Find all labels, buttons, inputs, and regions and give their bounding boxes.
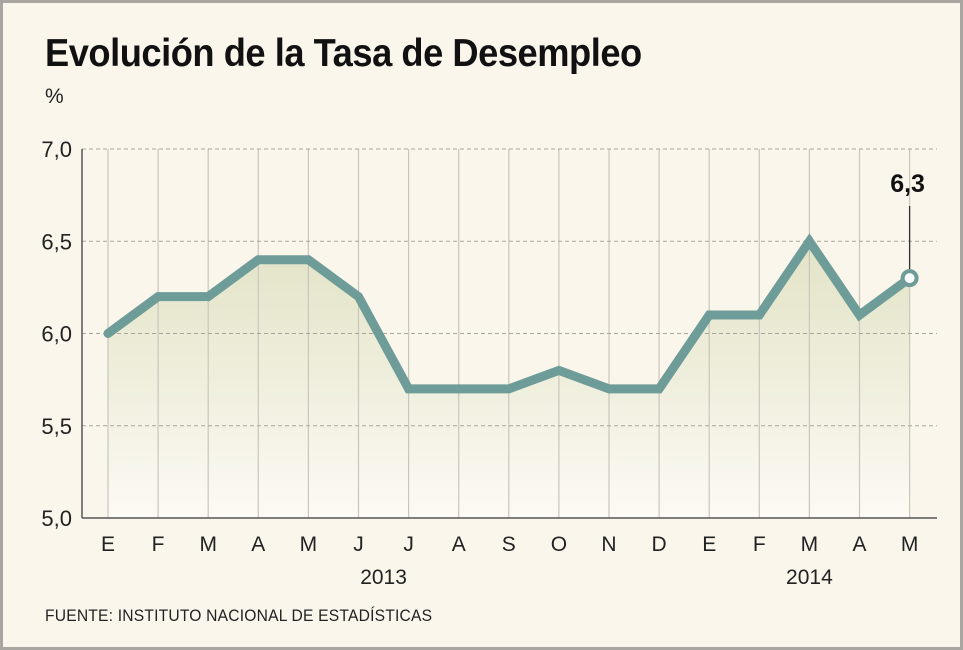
- x-tick-label: A: [251, 533, 265, 556]
- data-point: [657, 386, 662, 391]
- x-tick-label: J: [353, 533, 364, 556]
- x-tick-label: O: [551, 533, 567, 556]
- x-tick-label: M: [901, 533, 919, 556]
- data-point: [106, 331, 110, 336]
- x-tick-label: A: [452, 533, 466, 556]
- data-point: [306, 257, 311, 262]
- data-point: [506, 386, 511, 391]
- y-tick-label: 7,0: [41, 137, 72, 162]
- annotation-marker: [900, 269, 919, 288]
- year-label: 2013: [360, 566, 407, 589]
- y-tick-label: 6,5: [41, 229, 72, 254]
- chart-title: Evolución de la Tasa de Desempleo: [45, 32, 642, 75]
- x-tick-label: M: [199, 533, 217, 556]
- x-tick-label: S: [502, 533, 516, 556]
- year-label: 2014: [786, 566, 833, 589]
- y-unit-label: %: [45, 85, 64, 108]
- x-tick-label: E: [101, 533, 115, 556]
- x-tick-label: D: [652, 533, 667, 556]
- data-point: [607, 386, 611, 391]
- x-tick-label: N: [601, 533, 616, 556]
- y-tick-label: 6,0: [41, 322, 72, 347]
- x-tick-label: J: [403, 533, 414, 556]
- annotation-label: 6,3: [890, 170, 925, 198]
- data-point: [206, 294, 211, 299]
- data-point: [857, 313, 862, 318]
- x-tick-label: F: [152, 533, 165, 556]
- data-point: [556, 368, 561, 373]
- x-tick-label: E: [702, 533, 716, 556]
- source-note: FUENTE: INSTITUTO NACIONAL DE ESTADÍSTIC…: [45, 606, 433, 625]
- x-tick-label: A: [852, 533, 866, 556]
- data-point: [807, 239, 812, 244]
- data-point: [156, 294, 161, 299]
- data-point: [356, 294, 361, 299]
- x-tick-label: F: [753, 533, 766, 556]
- data-point: [707, 313, 712, 318]
- data-point: [456, 386, 461, 391]
- data-point: [757, 313, 762, 318]
- x-tick-label: M: [801, 533, 819, 556]
- y-tick-label: 5,0: [41, 506, 72, 531]
- data-point: [256, 257, 261, 262]
- y-tick-label: 5,5: [41, 414, 72, 439]
- x-tick-label: M: [300, 533, 318, 556]
- data-point: [406, 386, 411, 391]
